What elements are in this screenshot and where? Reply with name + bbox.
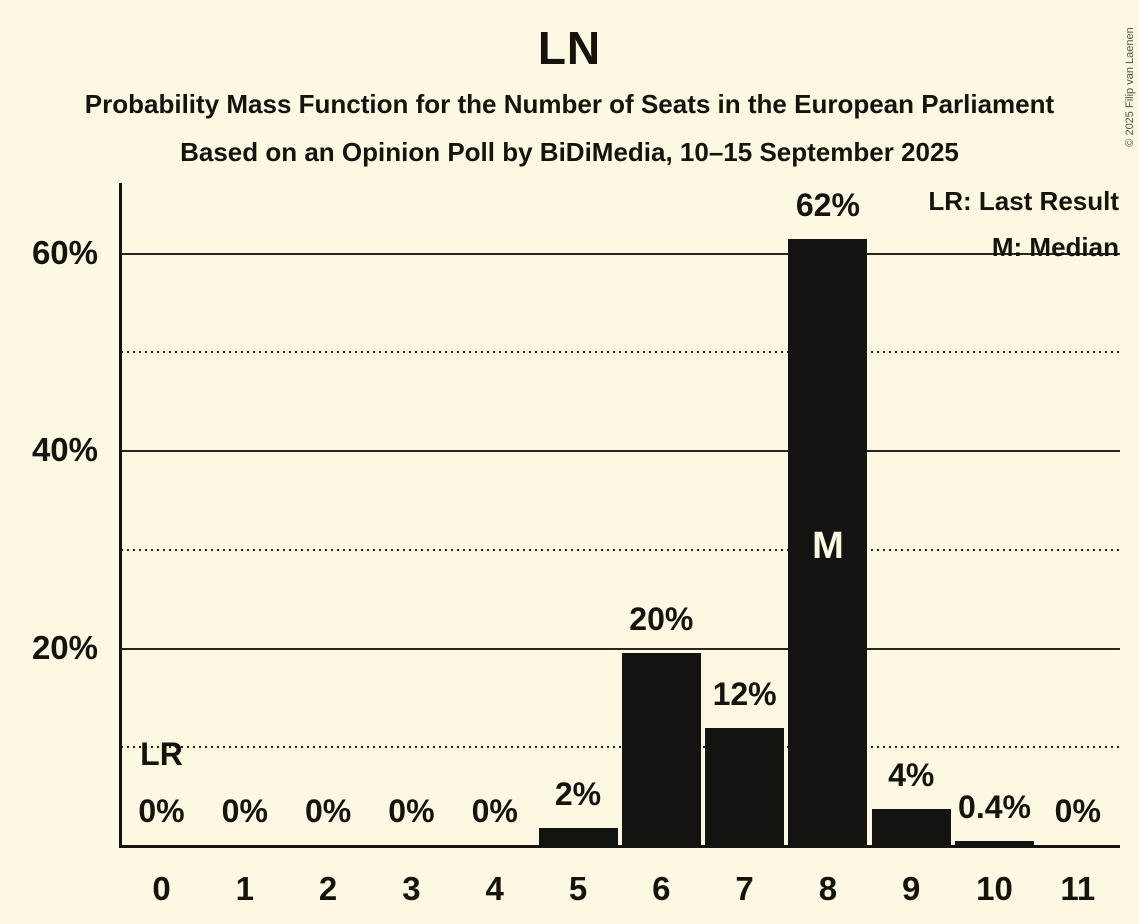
bar-value-label-1: 0% xyxy=(221,793,268,829)
bar-value-label-6: 20% xyxy=(629,601,694,637)
bar-value-label-11: 0% xyxy=(1054,793,1101,829)
chart-subtitle: Probability Mass Function for the Number… xyxy=(84,89,1055,119)
x-tick-label-9: 9 xyxy=(902,870,921,907)
x-tick-label-6: 6 xyxy=(652,870,671,907)
y-tick-label-20: 20% xyxy=(31,628,98,666)
bar-value-label-7: 12% xyxy=(712,676,777,712)
copyright-note: © 2025 Filip van Laenen xyxy=(1124,27,1136,147)
x-tick-label-4: 4 xyxy=(485,870,504,907)
gridline-60pct xyxy=(121,252,1120,255)
median-marker: M xyxy=(812,525,844,567)
x-tick-label-7: 7 xyxy=(735,870,754,907)
y-tick-label-60: 60% xyxy=(31,233,98,271)
x-tick-label-0: 0 xyxy=(152,870,171,907)
gridline-30pct xyxy=(121,548,1120,551)
x-tick-label-2: 2 xyxy=(318,870,338,907)
legend-median: M: Median xyxy=(991,232,1119,262)
x-tick-label-10: 10 xyxy=(976,870,1013,907)
y-axis-line xyxy=(119,183,122,848)
bar-value-label-4: 0% xyxy=(471,793,518,829)
bar-seats-8 xyxy=(788,239,868,845)
x-tick-label-11: 11 xyxy=(1060,870,1096,907)
bar-seats-6 xyxy=(621,653,701,845)
gridline-40pct xyxy=(121,450,1120,453)
bar-seats-5 xyxy=(538,828,618,845)
bar-seats-9 xyxy=(871,809,951,845)
chart-poll-source: Based on an Opinion Poll by BiDiMedia, 1… xyxy=(180,137,959,167)
x-tick-label-5: 5 xyxy=(568,870,588,907)
bar-value-label-9: 4% xyxy=(888,757,935,793)
bar-value-label-3: 0% xyxy=(388,793,435,829)
bar-value-label-8: 62% xyxy=(795,187,860,223)
bar-value-label-2: 0% xyxy=(304,793,352,829)
x-axis-line xyxy=(119,845,1120,848)
bar-value-label-10: 0.4% xyxy=(958,789,1031,825)
bar-seats-7 xyxy=(705,728,785,845)
x-tick-label-8: 8 xyxy=(818,870,838,907)
x-tick-label-1: 1 xyxy=(235,870,254,907)
y-tick-label-40: 40% xyxy=(31,431,98,469)
gridline-50pct xyxy=(121,351,1120,354)
last-result-marker: LR xyxy=(140,736,183,772)
bar-value-label-5: 2% xyxy=(554,776,602,812)
chart-title: LN xyxy=(537,22,602,74)
gridline-10pct xyxy=(121,746,1120,749)
gridline-20pct xyxy=(121,647,1120,650)
bar-value-label-0: 0% xyxy=(138,793,185,829)
x-tick-label-3: 3 xyxy=(402,870,421,907)
legend-last-result: LR: Last Result xyxy=(928,186,1119,216)
bar-seats-10 xyxy=(955,841,1034,845)
